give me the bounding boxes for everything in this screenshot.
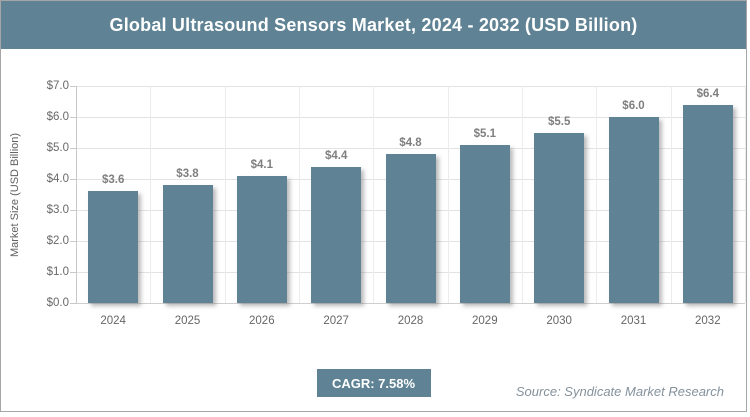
y-tick-mark xyxy=(70,303,76,304)
cagr-label: CAGR: 7.58% xyxy=(331,375,416,391)
v-gridline xyxy=(745,86,746,303)
y-tick-label: $4.0 xyxy=(46,173,69,185)
y-tick-mark xyxy=(70,272,76,273)
x-tick-label: 2029 xyxy=(472,315,498,327)
y-tick-label: $5.0 xyxy=(46,142,69,154)
x-tick-label: 2030 xyxy=(546,315,572,327)
y-tick-mark xyxy=(70,210,76,211)
y-tick-mark xyxy=(70,86,76,87)
bar-value-label: $5.1 xyxy=(473,127,497,140)
bar-value-label: $4.1 xyxy=(250,158,274,171)
y-axis-title: Market Size (USD Billion) xyxy=(9,132,21,258)
bar-value-label: $3.8 xyxy=(176,168,199,181)
bar-2026 xyxy=(236,175,287,303)
x-tick-label: 2031 xyxy=(620,315,647,327)
y-tick-label: $7.0 xyxy=(46,80,69,92)
y-tick-mark xyxy=(70,148,76,149)
bar-value-label: $3.6 xyxy=(101,174,125,187)
bar-value-label: $6.0 xyxy=(622,100,645,112)
v-gridline xyxy=(224,86,226,303)
v-gridline xyxy=(447,86,449,303)
v-gridline xyxy=(299,86,300,303)
y-axis-line xyxy=(76,86,77,304)
v-gridline xyxy=(373,86,375,303)
y-tick-label: $2.0 xyxy=(46,235,69,247)
y-tick-mark xyxy=(70,179,76,180)
y-tick-label: $0.0 xyxy=(46,297,69,309)
gridline xyxy=(76,117,745,118)
y-tick-mark xyxy=(70,117,76,118)
v-gridline xyxy=(670,86,672,303)
x-tick-label: 2028 xyxy=(397,315,424,327)
y-tick-mark xyxy=(70,241,76,242)
v-gridline xyxy=(522,86,523,303)
x-tick-label: 2025 xyxy=(174,315,201,327)
x-tick-label: 2032 xyxy=(695,315,721,327)
x-axis-baseline xyxy=(76,303,745,304)
plot-area: Market Size (USD Billion) $0.0 $1.0 $2.0 $3… xyxy=(1,1,746,411)
bar-2030 xyxy=(534,132,585,303)
v-gridline xyxy=(150,86,152,303)
cagr-badge: CAGR: 7.58% xyxy=(316,369,431,397)
x-tick-label: 2026 xyxy=(249,315,275,327)
bar-2028 xyxy=(385,154,436,303)
v-gridline xyxy=(596,86,598,303)
bar-value-label: $4.8 xyxy=(399,137,422,150)
bar-2031 xyxy=(608,117,659,303)
bar-2027 xyxy=(311,166,362,303)
bar-2024 xyxy=(88,191,139,303)
gridline xyxy=(76,86,745,87)
chart-title: Global Ultrasound Sensors Market, 2024 -… xyxy=(109,14,638,35)
source-text: Source: Syndicate Market Research xyxy=(515,384,724,399)
bar-value-label: $4.4 xyxy=(324,149,348,162)
x-tick-label: 2027 xyxy=(323,315,349,327)
y-tick-label: $3.0 xyxy=(46,204,69,216)
x-tick-label: 2024 xyxy=(100,315,126,327)
gridline xyxy=(76,148,745,149)
y-tick-label: $6.0 xyxy=(46,111,69,123)
bar-2025 xyxy=(162,185,213,303)
bar-value-label: $6.4 xyxy=(696,87,720,100)
bar-2032 xyxy=(682,104,733,303)
bar-2029 xyxy=(459,144,510,303)
y-tick-label: $1.0 xyxy=(46,266,69,278)
chart-title-bar: Global Ultrasound Sensors Market, 2024 -… xyxy=(1,1,746,49)
bar-value-label: $5.5 xyxy=(547,115,571,128)
